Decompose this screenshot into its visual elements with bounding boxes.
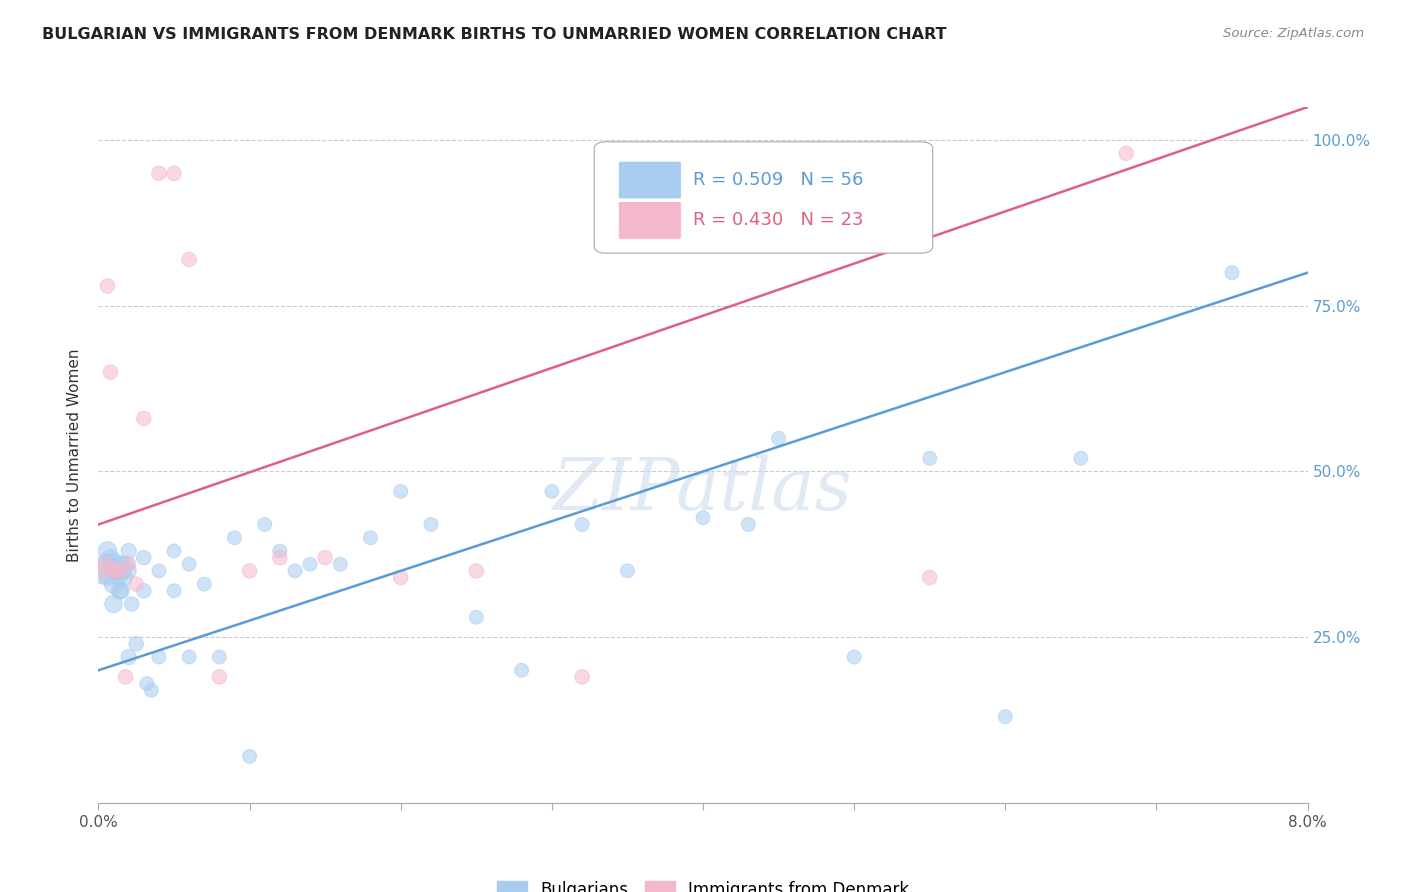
Point [1070, 451, 1092, 466]
Point [284, 564, 307, 578]
Text: ZIPatlas: ZIPatlas [553, 454, 853, 525]
Point [108, 583, 131, 598]
Point [103, 564, 125, 578]
Legend: Bulgarians, Immigrants from Denmark: Bulgarians, Immigrants from Denmark [491, 874, 915, 892]
Point [179, 650, 201, 665]
Point [105, 564, 128, 578]
Point [193, 577, 215, 591]
Point [132, 550, 155, 565]
Point [118, 558, 141, 572]
Point [110, 583, 132, 598]
Point [299, 558, 322, 572]
Point [239, 749, 262, 764]
Point [224, 531, 246, 545]
Point [112, 570, 135, 584]
Point [148, 650, 170, 665]
Point [844, 650, 866, 665]
Point [105, 564, 128, 578]
Point [179, 252, 201, 267]
Point [96, 544, 118, 558]
Point [118, 564, 141, 578]
Point [118, 650, 141, 665]
Point [253, 517, 276, 532]
Point [269, 550, 291, 565]
Point [111, 564, 134, 578]
Point [389, 570, 412, 584]
Point [314, 550, 336, 565]
FancyBboxPatch shape [619, 202, 682, 239]
FancyBboxPatch shape [595, 142, 932, 253]
Point [100, 365, 122, 379]
Text: R = 0.509   N = 56: R = 0.509 N = 56 [693, 171, 863, 189]
Point [163, 583, 186, 598]
Text: R = 0.430   N = 23: R = 0.430 N = 23 [693, 211, 863, 229]
Point [768, 431, 790, 445]
Point [994, 709, 1017, 723]
Point [1220, 266, 1243, 280]
Point [571, 517, 593, 532]
Point [114, 558, 136, 572]
Point [141, 683, 163, 698]
Point [103, 597, 125, 611]
Point [91, 564, 114, 578]
Point [103, 577, 125, 591]
Point [125, 577, 148, 591]
Point [163, 544, 186, 558]
Point [96, 279, 118, 293]
Point [94, 558, 117, 572]
Point [616, 564, 638, 578]
Point [107, 570, 129, 584]
Point [91, 564, 114, 578]
Point [571, 670, 593, 684]
Text: BULGARIAN VS IMMIGRANTS FROM DENMARK BIRTHS TO UNMARRIED WOMEN CORRELATION CHART: BULGARIAN VS IMMIGRANTS FROM DENMARK BIR… [42, 27, 946, 42]
Point [94, 558, 117, 572]
Point [100, 550, 122, 565]
Point [148, 166, 170, 180]
Point [208, 670, 231, 684]
Point [118, 544, 141, 558]
Point [239, 564, 262, 578]
Point [179, 558, 201, 572]
Point [110, 558, 132, 572]
Point [360, 531, 382, 545]
Point [121, 597, 143, 611]
Point [692, 511, 714, 525]
Point [114, 670, 136, 684]
Point [132, 411, 155, 425]
Point [465, 610, 488, 624]
Point [329, 558, 352, 572]
Point [163, 166, 186, 180]
Point [389, 484, 412, 499]
Point [135, 676, 157, 690]
Point [420, 517, 443, 532]
Point [737, 517, 759, 532]
Point [465, 564, 488, 578]
Text: Source: ZipAtlas.com: Source: ZipAtlas.com [1223, 27, 1364, 40]
Point [103, 558, 125, 572]
Point [208, 650, 231, 665]
Point [510, 663, 533, 677]
Point [918, 570, 941, 584]
Point [269, 544, 291, 558]
Point [108, 564, 131, 578]
Point [96, 570, 118, 584]
Point [918, 451, 941, 466]
Y-axis label: Births to Unmarried Women: Births to Unmarried Women [67, 348, 83, 562]
Point [125, 637, 148, 651]
Point [148, 564, 170, 578]
Point [1115, 146, 1137, 161]
Point [541, 484, 564, 499]
FancyBboxPatch shape [619, 161, 682, 199]
Point [132, 583, 155, 598]
